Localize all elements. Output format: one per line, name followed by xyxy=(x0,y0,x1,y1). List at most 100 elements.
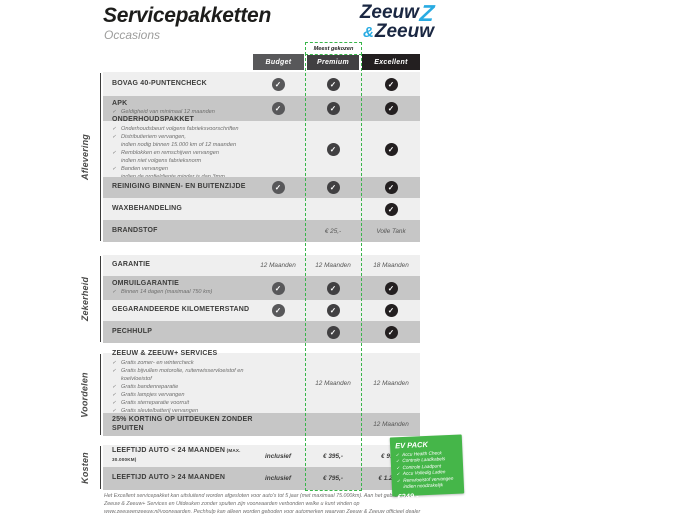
row-title: REINIGING BINNEN- EN BUITENZIJDE xyxy=(112,183,246,191)
cell-check: ✓ xyxy=(364,276,418,300)
row-label: REINIGING BINNEN- EN BUITENZIJDE xyxy=(112,177,258,198)
check-small-icon: ✓ xyxy=(112,165,117,172)
check-small-icon: ✓ xyxy=(112,109,117,116)
check-circle-icon: ✓ xyxy=(384,202,398,216)
cell-empty xyxy=(253,353,303,413)
check-circle-icon: ✓ xyxy=(326,281,340,295)
table-row: BRANDSTOF € 25,- Volle Tank xyxy=(103,220,420,242)
cell-value: inclusief xyxy=(265,452,291,460)
ev-pack-items: ✓ Accu Health Check ✓ Controle Laadkabels ✓ C… xyxy=(395,449,459,491)
row-sub-item: ✓ Distributieriem vervangen, xyxy=(112,133,186,140)
cell-check: ✓ xyxy=(253,300,303,321)
check-small-icon: ✓ xyxy=(112,391,117,398)
row-sub-item: ✓ Gratis zomer- en wintercheck xyxy=(112,359,194,366)
check-circle-icon: ✓ xyxy=(326,102,340,115)
check-circle-icon: ✓ xyxy=(271,304,285,317)
row-sub-item: ✓ Gratis bandenreparatie xyxy=(112,383,179,390)
row-label: ZEEUW & ZEEUW+ SERVICES ✓ Gratis zomer- en… xyxy=(112,350,258,414)
table-row: LEEFTIJD AUTO < 24 MAANDEN (MAX. 30.000K… xyxy=(103,445,420,467)
table-row: PECHHULP ✓ ✓ xyxy=(103,321,420,343)
cell-value: € 395,- xyxy=(323,452,343,460)
row-sub-item: ✓ Remblokken en remschijven vervangen xyxy=(112,149,219,156)
row-title: OMRUILGARANTIE xyxy=(112,279,179,287)
ev-pack-price: €249,- xyxy=(397,491,419,502)
cell-value: € 25,- xyxy=(324,227,342,235)
footnote: Het Excellent servicepakket kan uitsluit… xyxy=(104,493,421,514)
check-circle-icon: ✓ xyxy=(271,77,285,91)
row-title: GARANTIE xyxy=(112,261,151,269)
row-title: 25% KORTING OP UITDEUKEN ZONDER SPUITEN xyxy=(112,415,253,432)
check-small-icon: ✓ xyxy=(112,125,117,132)
check-small-icon: ✓ xyxy=(112,359,117,366)
page-title: Servicepakketten xyxy=(103,4,271,27)
check-circle-icon: ✓ xyxy=(326,325,340,339)
table-row: WAXBEHANDELING ✓ xyxy=(103,198,420,220)
logo-top-text: Zeeuw xyxy=(359,2,419,23)
cell-empty xyxy=(307,198,359,220)
check-circle-icon: ✓ xyxy=(384,142,398,156)
table-row: APK ✓ Geldigheid van minimaal 12 maanden ✓ ✓… xyxy=(103,96,420,121)
row-sub-item: ✓ Binnen 14 dagen (maximaal 750 km) xyxy=(112,288,213,295)
most-chosen-badge: Meest gekozen xyxy=(305,42,362,55)
cell-empty xyxy=(253,321,303,343)
row-sub-item: ✓ Gratis sterreparatie voorruit xyxy=(112,399,190,406)
check-small-icon: ✓ xyxy=(112,288,117,295)
row-label: ONDERHOUDSPAKKET ✓ Onderhoudsbeurt volgens… xyxy=(112,116,258,180)
check-circle-icon: ✓ xyxy=(271,102,285,115)
cell-value: 12 Maanden xyxy=(373,421,409,428)
cell-check: ✓ xyxy=(307,276,359,300)
cell-check: ✓ xyxy=(307,96,359,121)
table-row: REINIGING BINNEN- EN BUITENZIJDE ✓ ✓ ✓ xyxy=(103,177,420,198)
page-subtitle: Occasions xyxy=(104,28,161,42)
cell-check: ✓ xyxy=(253,96,303,121)
cell-empty xyxy=(253,198,303,220)
row-title-suffix: (MAX. 30.000KM) xyxy=(112,448,241,462)
table-row: LEEFTIJD AUTO > 24 MAANDEN inclusief € 795… xyxy=(103,467,420,490)
cell-value: 12 Maanden xyxy=(315,379,351,387)
row-title: BRANDSTOF xyxy=(112,226,158,234)
row-title: LEEFTIJD AUTO > 24 MAANDEN xyxy=(112,474,226,482)
cell-empty xyxy=(253,121,303,177)
check-small-icon: ✓ xyxy=(112,367,117,374)
row-label: APK ✓ Geldigheid van minimaal 12 maanden xyxy=(112,96,258,121)
cell-check: ✓ xyxy=(364,121,418,177)
column-header-premium: Premium xyxy=(307,54,359,70)
table-row: OMRUILGARANTIE ✓ Binnen 14 dagen (maximaal… xyxy=(103,276,420,300)
cell-check: ✓ xyxy=(307,177,359,198)
check-circle-icon: ✓ xyxy=(384,325,398,339)
row-title: BOVAG 40-PUNTENCHECK xyxy=(112,79,207,87)
check-circle-icon: ✓ xyxy=(326,77,340,91)
row-label: GARANTIE xyxy=(112,255,258,276)
row-title: ONDERHOUDSPAKKET xyxy=(112,116,195,124)
row-sub-item: ✓ Gratis lampjes vervangen xyxy=(112,391,185,398)
check-circle-icon: ✓ xyxy=(384,102,398,115)
row-label: BOVAG 40-PUNTENCHECK xyxy=(112,72,258,96)
cell-value: inclusief xyxy=(265,475,291,482)
row-title: GEGARANDEERDE KILOMETERSTAND xyxy=(112,306,250,314)
section-label: Voordelen xyxy=(80,371,91,418)
check-circle-icon: ✓ xyxy=(384,77,398,91)
row-sub-item: ✓ Onderhoudsbeurt volgens fabrieksvoorsch… xyxy=(112,125,239,132)
logo-bottom-text: Zeeuw xyxy=(374,21,434,43)
row-sub-item: ✓ Geldigheid van minimaal 12 maanden xyxy=(112,109,215,116)
section-divider xyxy=(100,354,101,435)
row-label: WAXBEHANDELING xyxy=(112,198,258,220)
row-label: LEEFTIJD AUTO > 24 MAANDEN xyxy=(112,467,258,490)
cell-value: 12 Maanden xyxy=(260,262,296,269)
column-header-excellent: Excellent xyxy=(362,54,420,70)
row-title: LEEFTIJD AUTO < 24 MAANDEN (MAX. 30.000K… xyxy=(112,447,241,462)
zeeuw-logo: Zeeuw Z &Zeeuw xyxy=(344,0,436,43)
check-small-icon: ✓ xyxy=(112,149,117,156)
cell-check: ✓ xyxy=(253,177,303,198)
table-row: ONDERHOUDSPAKKET ✓ Onderhoudsbeurt volgens… xyxy=(103,116,420,180)
cell-value: 12 Maanden xyxy=(373,379,409,387)
row-label: LEEFTIJD AUTO < 24 MAANDEN (MAX. 30.000K… xyxy=(112,445,258,467)
row-label: OMRUILGARANTIE ✓ Binnen 14 dagen (maximaal… xyxy=(112,276,258,300)
check-circle-icon: ✓ xyxy=(271,181,285,194)
check-small-icon: ✓ xyxy=(112,133,117,140)
cell-check: ✓ xyxy=(364,198,418,220)
section-divider xyxy=(100,446,101,489)
check-circle-icon: ✓ xyxy=(271,281,285,295)
table-row: ZEEUW & ZEEUW+ SERVICES ✓ Gratis zomer- en… xyxy=(103,350,420,414)
